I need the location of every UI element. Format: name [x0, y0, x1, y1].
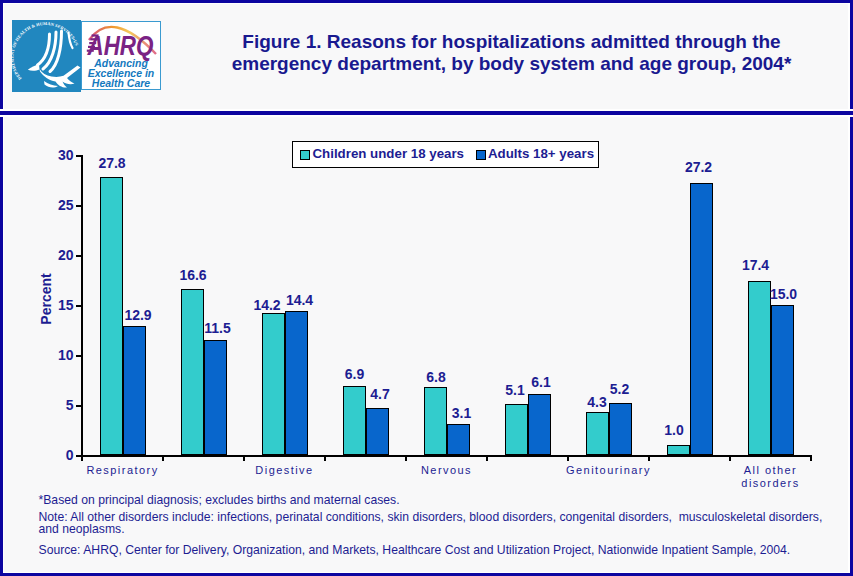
svg-text:AHRQ: AHRQ — [87, 29, 154, 60]
